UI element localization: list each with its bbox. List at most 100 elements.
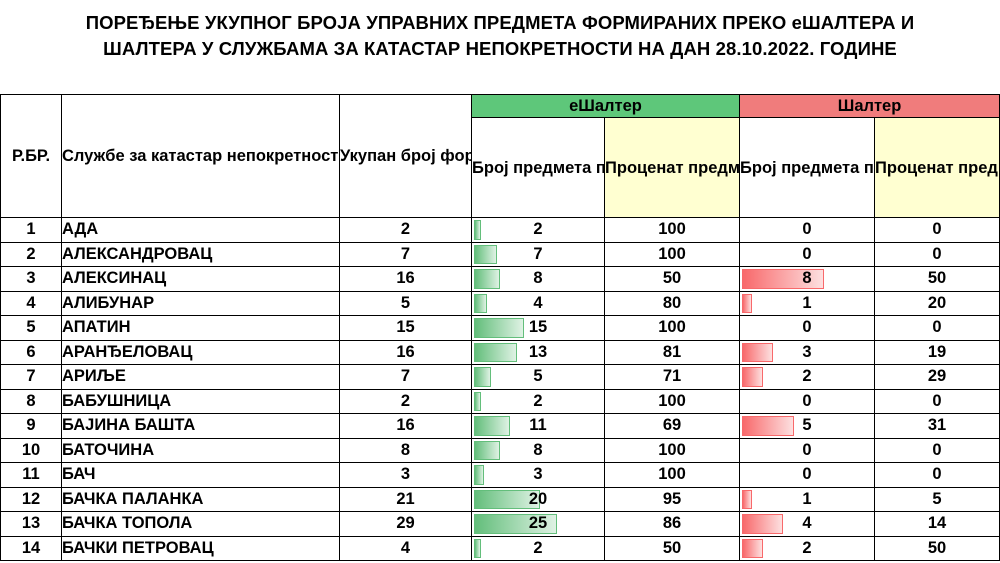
table-row: 13 БАЧКА ТОПОЛА 29 25 86 4 14 [0,511,1000,537]
cell-s-count: 1 [739,486,876,512]
cell-s-count-value: 3 [802,342,812,361]
cell-total: 3 [339,462,472,488]
cell-total: 16 [339,339,472,365]
databar [474,489,540,509]
cell-e-count: 25 [471,511,605,537]
cell-total: 29 [339,511,472,537]
table-row: 4 АЛИБУНАР 5 4 80 1 20 [0,290,1000,316]
cell-e-pct: 100 [603,217,741,243]
cell-office: БАЧ [61,462,340,488]
cell-rbr: 12 [0,486,62,512]
cell-total: 16 [339,413,472,439]
cell-e-count-value: 13 [528,342,548,361]
databar [474,244,498,264]
cell-e-count-value: 25 [528,514,548,533]
cell-s-pct: 50 [874,535,1000,561]
cell-e-pct: 100 [603,315,741,341]
cell-e-count-value: 15 [528,318,548,337]
cell-rbr: 7 [0,364,62,390]
cell-office: АЛЕКСИНАЦ [61,266,340,292]
cell-rbr: 3 [0,266,62,292]
header-total: Укупан број формираних управних предмета [339,94,472,218]
databar [742,342,773,362]
cell-office: БАБУШНИЦА [61,388,340,414]
cell-e-count: 8 [471,266,605,292]
table-body: 1 АДА 2 2 100 0 0 2 АЛЕКСАНДРОВАЦ 7 7 100 0 0 3 АЛЕКСИН… [0,217,1000,561]
cell-e-pct: 50 [603,266,741,292]
databar [474,367,491,387]
comparison-table: Р.БР. Службе за катастар непокретности У… [0,94,1000,561]
cell-e-pct: 100 [603,462,741,488]
cell-s-count-value: 0 [802,244,812,263]
cell-s-pct: 20 [874,290,1000,316]
cell-s-pct: 0 [874,217,1000,243]
cell-s-count: 0 [739,388,876,414]
cell-e-count: 3 [471,462,605,488]
cell-e-count-value: 4 [533,293,543,312]
cell-s-count: 1 [739,290,876,316]
cell-s-pct: 0 [874,241,1000,267]
cell-total: 4 [339,535,472,561]
databar [474,538,481,558]
databar [474,391,481,411]
cell-s-count: 0 [739,462,876,488]
cell-rbr: 4 [0,290,62,316]
cell-e-pct: 86 [603,511,741,537]
cell-e-count: 11 [471,413,605,439]
table-row: 8 БАБУШНИЦА 2 2 100 0 0 [0,388,1000,414]
cell-rbr: 5 [0,315,62,341]
cell-s-count: 0 [739,217,876,243]
cell-total: 7 [339,364,472,390]
cell-total: 16 [339,266,472,292]
cell-rbr: 9 [0,413,62,439]
cell-rbr: 14 [0,535,62,561]
cell-office: АРИЉЕ [61,364,340,390]
cell-office: АПАТИН [61,315,340,341]
header-s-pct: Проценат предмета шалтер [874,117,1000,218]
table-row: 14 БАЧКИ ПЕТРОВАЦ 4 2 50 2 50 [0,535,1000,561]
cell-e-count-value: 3 [533,465,543,484]
table-row: 12 БАЧКА ПАЛАНКА 21 20 95 1 5 [0,486,1000,512]
cell-e-pct: 50 [603,535,741,561]
databar [742,293,753,313]
cell-e-pct: 69 [603,413,741,439]
cell-total: 15 [339,315,472,341]
cell-e-count: 13 [471,339,605,365]
databar [474,440,501,460]
cell-s-count-value: 0 [802,318,812,337]
cell-rbr: 10 [0,437,62,463]
cell-office: АЛИБУНАР [61,290,340,316]
cell-rbr: 11 [0,462,62,488]
databar [742,538,763,558]
cell-total: 8 [339,437,472,463]
table-row: 5 АПАТИН 15 15 100 0 0 [0,315,1000,341]
cell-e-count-value: 20 [528,489,548,508]
cell-e-count: 20 [471,486,605,512]
cell-office: БАЧКА ПАЛАНКА [61,486,340,512]
cell-office: АЛЕКСАНДРОВАЦ [61,241,340,267]
cell-s-count-value: 0 [802,220,812,239]
header-rbr: Р.БР. [0,94,62,218]
cell-e-count-value: 2 [533,538,543,557]
cell-s-pct: 14 [874,511,1000,537]
cell-s-count-value: 2 [802,538,812,557]
cell-s-count-value: 8 [802,269,812,288]
databar [474,220,481,240]
cell-office: БАТОЧИНА [61,437,340,463]
title-line-1: ПОРЕЂЕЊЕ УКУПНОГ БРОЈА УПРАВНИХ ПРЕДМЕТА… [85,12,915,33]
cell-s-pct: 0 [874,437,1000,463]
cell-e-count-value: 2 [533,391,543,410]
cell-e-pct: 81 [603,339,741,365]
table-row: 7 АРИЉЕ 7 5 71 2 29 [0,364,1000,390]
cell-s-pct: 31 [874,413,1000,439]
cell-office: БАЧКА ТОПОЛА [61,511,340,537]
cell-e-count: 7 [471,241,605,267]
cell-e-count: 4 [471,290,605,316]
cell-s-count: 0 [739,241,876,267]
cell-e-pct: 80 [603,290,741,316]
header-e-pct: Проценат предмета еШалтер [603,117,741,218]
cell-e-count-value: 7 [533,244,543,263]
cell-office: АРАНЂЕЛОВАЦ [61,339,340,365]
cell-s-count: 4 [739,511,876,537]
databar [474,416,511,436]
